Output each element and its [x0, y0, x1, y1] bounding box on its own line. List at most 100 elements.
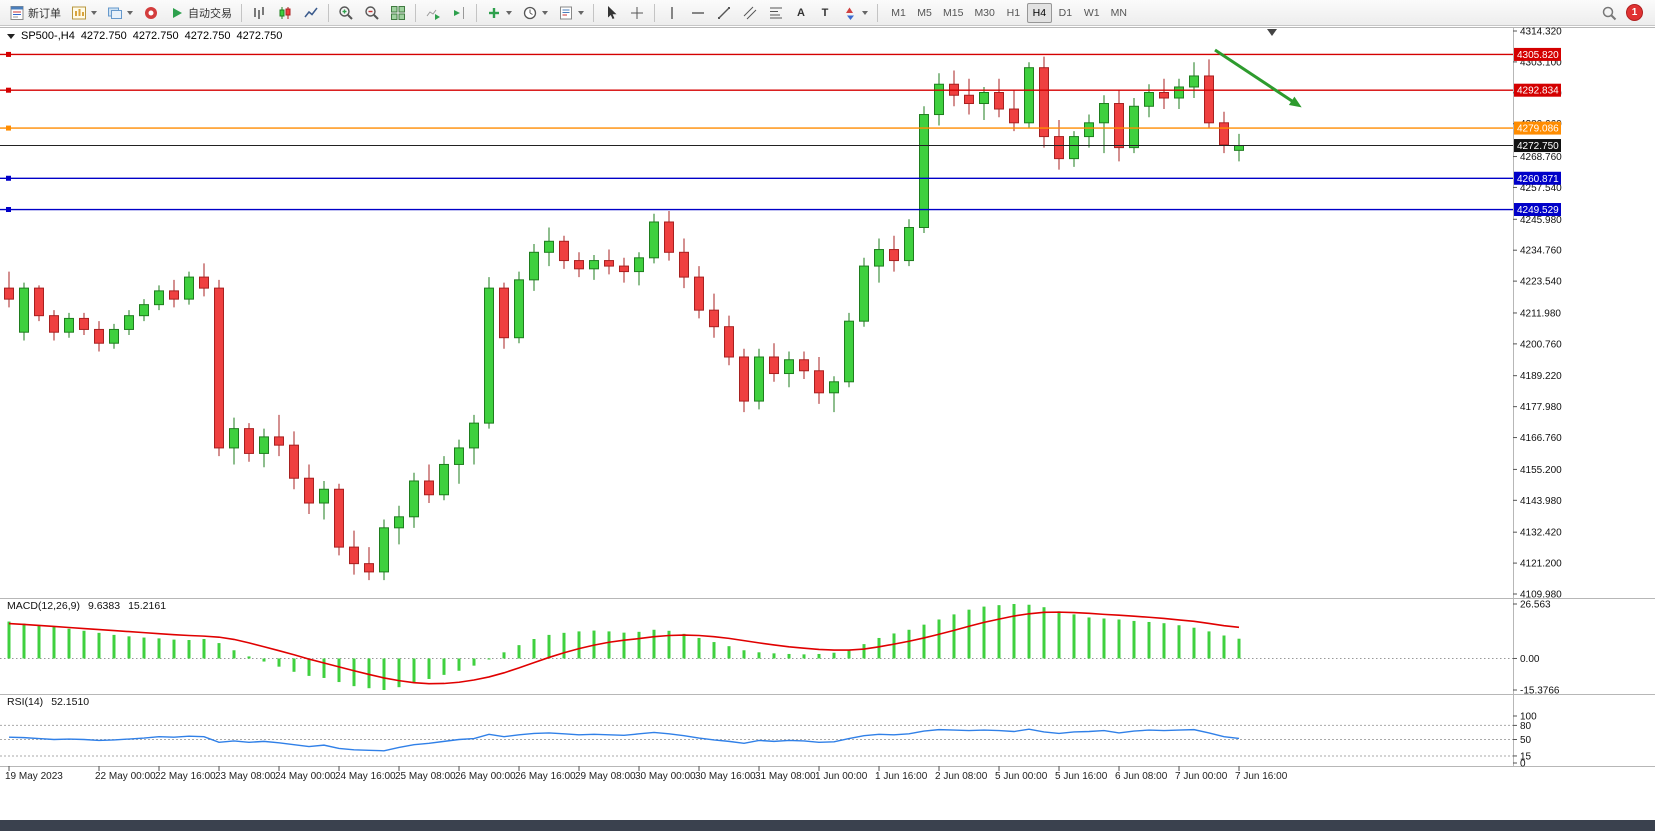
periods-button[interactable] [517, 2, 553, 24]
candle-body [259, 436, 269, 454]
dropdown-caret-icon [862, 10, 868, 15]
line-handle[interactable] [6, 51, 11, 57]
candle-body [349, 546, 359, 565]
candle-body [784, 359, 794, 375]
time-axis-label: 5 Jun 16:00 [1055, 771, 1108, 782]
candle-body [169, 290, 179, 300]
ohlc-open: 4272.750 [80, 30, 127, 42]
bar-chart-mode-button[interactable] [246, 2, 272, 24]
new-order-button[interactable]: 新订单 [4, 2, 66, 24]
zoom-in-button[interactable] [333, 2, 359, 24]
timeframe-button-h1[interactable]: H1 [1001, 3, 1026, 23]
auto-scroll-button[interactable] [420, 2, 446, 24]
channel-tool-button[interactable] [737, 2, 763, 24]
horizontal-line-tool-button[interactable] [685, 2, 711, 24]
auto-trading-label: 自动交易 [188, 7, 232, 20]
price-tag [1514, 203, 1561, 217]
community-button[interactable] [138, 2, 164, 24]
timeframe-group: M1 M5 M15 M30 H1 H4 D1 W1 MN [886, 2, 1132, 23]
symbol-dropdown-icon[interactable] [7, 33, 15, 39]
line-chart-mode-button[interactable] [298, 2, 324, 24]
svg-text:4177.980: 4177.980 [1520, 402, 1562, 413]
candle-body [814, 370, 824, 394]
candle-body [754, 356, 764, 402]
svg-text:4272.750: 4272.750 [1517, 141, 1559, 152]
candle-body [589, 260, 599, 270]
time-axis-label: 26 May 00:00 [455, 771, 516, 782]
svg-text:4257.540: 4257.540 [1520, 183, 1562, 194]
timeframe-button-w1[interactable]: W1 [1079, 3, 1105, 23]
svg-text:4132.420: 4132.420 [1520, 528, 1562, 539]
candlestick-mode-button[interactable] [272, 2, 298, 24]
timeframe-button-m15[interactable]: M15 [938, 3, 968, 23]
indicators-button[interactable] [481, 2, 517, 24]
toolbar-separator [476, 3, 477, 22]
candle-body [19, 287, 29, 333]
svg-text:4305.820: 4305.820 [1517, 50, 1559, 61]
search-icon [1602, 6, 1617, 20]
candle-body [1054, 136, 1064, 160]
candle-body [1084, 122, 1094, 138]
timeframe-button-m5[interactable]: M5 [912, 3, 937, 23]
line-handle[interactable] [6, 207, 11, 213]
templates-button[interactable] [553, 2, 589, 24]
horizontal-line-icon [692, 11, 704, 14]
chart-shift-button[interactable] [446, 2, 472, 24]
new-chart-button[interactable] [66, 2, 102, 24]
chart-ohlc-header: SP500-,H4 4272.750 4272.750 4272.750 427… [7, 30, 282, 42]
candle-body [874, 249, 884, 267]
line-handle[interactable] [6, 125, 11, 131]
timeframe-button-d1[interactable]: D1 [1053, 3, 1078, 23]
channel-icon [743, 6, 757, 19]
crosshair-tool-button[interactable] [624, 2, 650, 24]
line-handle[interactable] [6, 175, 11, 181]
chart-shift-marker-icon[interactable] [1267, 29, 1277, 36]
notification-badge[interactable]: 1 [1626, 4, 1643, 21]
ohlc-low: 4272.750 [184, 30, 231, 42]
ohlc-high: 4272.750 [132, 30, 179, 42]
auto-trading-button[interactable]: 自动交易 [164, 2, 237, 24]
svg-text:15: 15 [1520, 751, 1532, 762]
text-tool-button[interactable]: A [789, 2, 813, 24]
shapes-tool-button[interactable] [837, 2, 873, 24]
svg-text:-15.3766: -15.3766 [1520, 686, 1560, 697]
timeframe-button-mn[interactable]: MN [1106, 3, 1132, 23]
zoom-out-button[interactable] [359, 2, 385, 24]
candle-body [94, 328, 104, 344]
trend-arrow[interactable] [1214, 48, 1296, 105]
candle-body [109, 328, 119, 344]
toolbar-separator [328, 3, 329, 22]
line-handle[interactable] [6, 87, 11, 93]
svg-text:50: 50 [1520, 735, 1532, 746]
zoom-out-icon [365, 5, 379, 20]
timeframe-button-m1[interactable]: M1 [886, 3, 911, 23]
candle-body [499, 287, 509, 339]
svg-text:100: 100 [1520, 712, 1537, 723]
search-button[interactable] [1596, 2, 1622, 24]
timeframe-button-m30[interactable]: M30 [969, 3, 999, 23]
svg-text:80: 80 [1520, 721, 1532, 732]
svg-text:4260.871: 4260.871 [1517, 174, 1559, 185]
toolbar-separator [593, 3, 594, 22]
svg-text:4121.200: 4121.200 [1520, 559, 1562, 570]
fibonacci-icon [770, 7, 782, 18]
vertical-line-tool-button[interactable] [659, 2, 685, 24]
cursor-tool-button[interactable] [598, 2, 624, 24]
text-label-tool-button[interactable]: T [813, 2, 837, 24]
tile-windows-button[interactable] [385, 2, 411, 24]
svg-text:4200.760: 4200.760 [1520, 339, 1562, 350]
fibonacci-tool-button[interactable] [763, 2, 789, 24]
candle-body [994, 91, 1004, 110]
candle-body [394, 516, 404, 529]
trendline-tool-button[interactable] [711, 2, 737, 24]
candle-body [304, 477, 314, 504]
toolbar-separator [654, 3, 655, 22]
time-axis-label: 7 Jun 16:00 [1235, 771, 1288, 782]
profiles-button[interactable] [102, 2, 138, 24]
svg-text:4223.540: 4223.540 [1520, 277, 1562, 288]
candle-body [1069, 136, 1079, 160]
text-label-tool-label: T [821, 6, 829, 19]
timeframe-button-h4[interactable]: H4 [1026, 2, 1052, 23]
candle-body [1099, 103, 1109, 124]
